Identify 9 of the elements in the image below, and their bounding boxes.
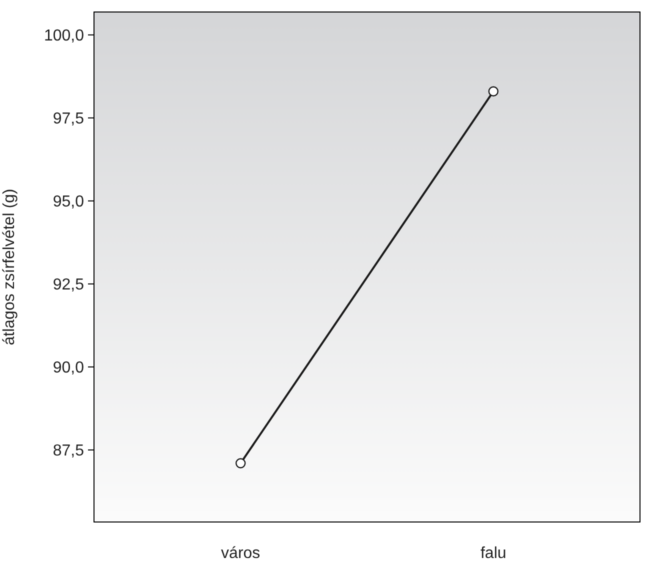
x-tick-label: falu xyxy=(480,545,506,562)
y-tick-label: 97,5 xyxy=(52,110,84,128)
y-tick-label: 95,0 xyxy=(52,194,84,211)
y-tick-label: 100,0 xyxy=(44,28,84,45)
y-tick-label: 90,0 xyxy=(52,360,84,377)
y-tick-label: 92,5 xyxy=(52,276,84,294)
y-tick-label: 87,5 xyxy=(52,442,84,460)
y-axis-title: átlagos zsírfelvétel (g) xyxy=(1,188,18,346)
x-tick-label: város xyxy=(221,545,260,562)
